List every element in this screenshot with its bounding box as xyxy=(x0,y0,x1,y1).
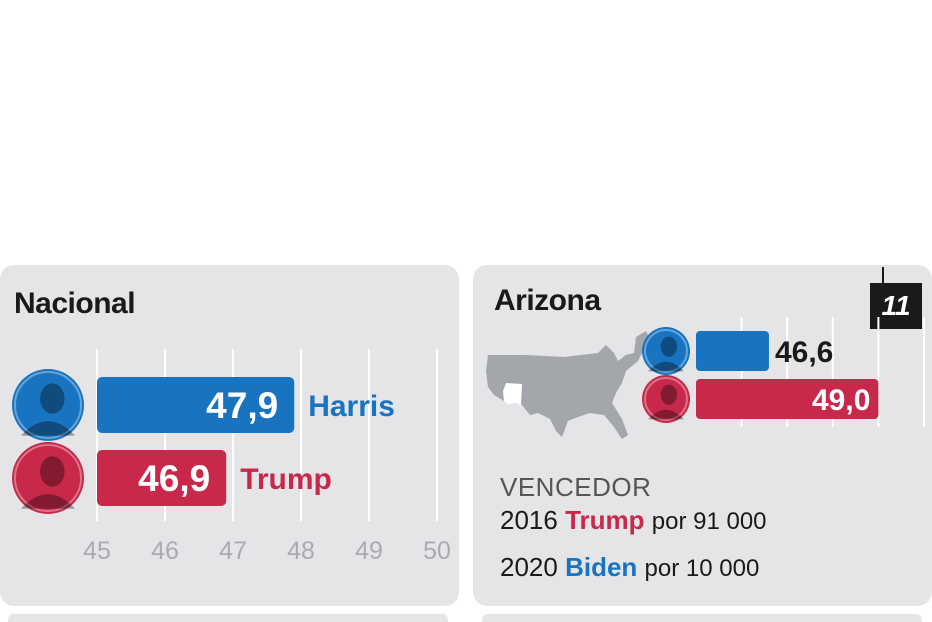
portrait-head xyxy=(40,383,65,414)
bar-value-label: 49,0 xyxy=(812,384,870,417)
portrait-shoulders xyxy=(21,494,75,509)
portrait-ring xyxy=(14,371,82,439)
harris-portrait-icon xyxy=(642,327,690,375)
badge-tick xyxy=(882,267,884,303)
next-card-edge xyxy=(482,614,922,622)
national-chart: 45 46 47 48 49 50 47,9 Harris 46,9 Trump xyxy=(12,349,451,565)
winner-margin: por 91 000 xyxy=(651,508,767,535)
bar-harris xyxy=(97,377,295,433)
electoral-votes-badge: 11 xyxy=(870,267,922,329)
x-tick-label: 49 xyxy=(355,537,383,565)
arizona-card: Arizona 11 46,6 49,0 VENCEDOR 2016 Trump … xyxy=(473,265,932,606)
bar-value-label: 46,6 xyxy=(775,336,833,369)
portrait-ring xyxy=(644,377,688,421)
bar-harris xyxy=(696,331,769,371)
portrait-shoulders xyxy=(21,421,75,436)
winner-year: 2016 xyxy=(500,505,558,535)
portrait-circle xyxy=(642,327,690,375)
national-card: Nacional 45 46 47 48 49 50 47,9 Harris 46,9 Trump xyxy=(0,265,459,606)
winner-year: 2020 xyxy=(500,552,558,582)
portrait-ring xyxy=(14,444,82,512)
x-tick-label: 48 xyxy=(287,537,315,565)
x-tick-label: 47 xyxy=(219,537,247,565)
us-map-arizona-highlight-icon xyxy=(486,331,650,439)
trump-portrait-icon xyxy=(12,442,84,514)
next-card-edge xyxy=(8,614,448,622)
x-tick-label: 46 xyxy=(151,537,179,565)
bar-trump xyxy=(696,379,879,419)
arizona-chart: 46,6 49,0 xyxy=(486,317,925,439)
arizona-title: Arizona xyxy=(494,284,601,317)
winner-heading: VENCEDOR xyxy=(500,472,652,502)
portrait-head xyxy=(660,384,678,405)
portrait-circle xyxy=(12,369,84,441)
trump-portrait-icon xyxy=(642,375,690,423)
portrait-head xyxy=(40,456,65,487)
bar-value-label: 47,9 xyxy=(206,385,278,426)
portrait-ring xyxy=(644,329,688,373)
winner-candidate: Trump xyxy=(565,505,645,535)
portrait-head xyxy=(660,336,678,357)
winner-candidate: Biden xyxy=(565,552,638,582)
winner-margin: por 10 000 xyxy=(644,555,760,582)
harris-portrait-icon xyxy=(12,369,84,441)
candidate-label: Trump xyxy=(240,463,332,496)
national-title: Nacional xyxy=(14,287,136,320)
bar-trump xyxy=(97,450,227,506)
candidate-label: Harris xyxy=(308,390,395,423)
bar-value-label: 46,9 xyxy=(138,458,210,499)
portrait-shoulders xyxy=(648,409,684,420)
electoral-votes-value: 11 xyxy=(881,290,911,321)
portrait-circle xyxy=(12,442,84,514)
portrait-shoulders xyxy=(648,361,684,372)
x-tick-label: 50 xyxy=(423,537,451,565)
winner-row-2016: 2016 Trump por 91 000 xyxy=(500,505,767,536)
portrait-circle xyxy=(642,375,690,423)
x-tick-label: 45 xyxy=(83,537,111,565)
winner-row-2020: 2020 Biden por 10 000 xyxy=(500,552,759,583)
